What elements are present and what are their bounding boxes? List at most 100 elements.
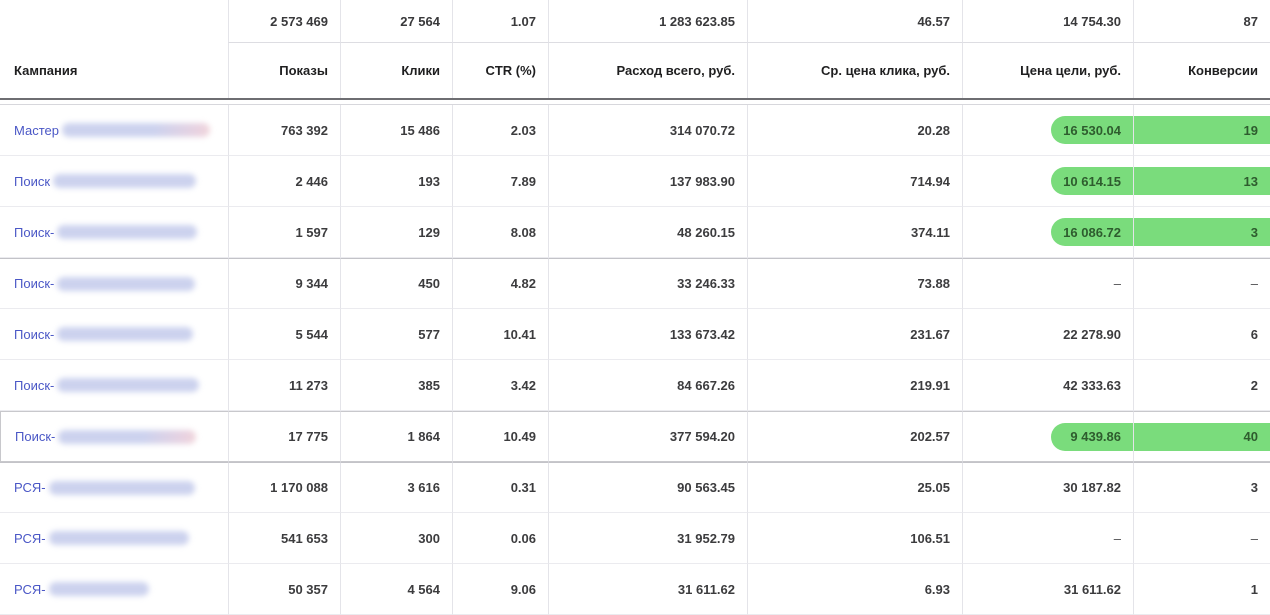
conversions-cell: 1	[1133, 564, 1270, 615]
impressions-cell: 1 170 088	[228, 462, 340, 513]
avg-cpc-cell: 25.05	[747, 462, 962, 513]
impressions-cell: 9 344	[228, 258, 340, 309]
redacted-campaign-name	[57, 225, 198, 239]
goal-cost-highlight: 9 439.86	[1051, 422, 1133, 451]
table-body: Мастер 763 392 15 486 2.03 314 070.72 20.28 16…	[0, 105, 1270, 615]
table-row: РСЯ- 1 170 088 3 616 0.31 90 563.45 25.05 30 1…	[0, 462, 1270, 513]
empty-value: –	[1113, 530, 1121, 546]
cost-cell: 31 952.79	[548, 513, 747, 564]
avg-cpc-cell: 219.91	[747, 360, 962, 411]
clicks-cell: 193	[340, 156, 452, 207]
campaign-cell: РСЯ-	[0, 564, 228, 615]
table-row: Поиск- 5 544 577 10.41 133 673.42 231.67 22 27…	[0, 309, 1270, 360]
cost-cell: 137 983.90	[548, 156, 747, 207]
goal-cost-cell: 31 611.62	[962, 564, 1133, 615]
table-row: Поиск- 9 344 450 4.82 33 246.33 73.88 – –	[0, 258, 1270, 309]
campaign-link[interactable]: Мастер	[14, 122, 59, 138]
conversions-cell: 3	[1133, 462, 1270, 513]
ctr-cell: 2.03	[452, 105, 548, 156]
goal-cost-highlight: 16 086.72	[1051, 218, 1133, 246]
conversions-cell: 13	[1133, 156, 1270, 207]
header-conversions[interactable]: Конверсии	[1133, 43, 1270, 98]
campaign-cell: Поиск-	[0, 207, 228, 258]
cost-cell: 84 667.26	[548, 360, 747, 411]
header-row: Кампания Показы Клики CTR (%) Расход все…	[0, 43, 1270, 98]
campaign-cell: Мастер	[0, 105, 228, 156]
avg-cpc-cell: 106.51	[747, 513, 962, 564]
header-avg-cpc[interactable]: Ср. цена клика, руб.	[747, 43, 962, 98]
redacted-campaign-name	[61, 123, 210, 137]
impressions-cell: 17 775	[228, 411, 340, 462]
campaign-cell: РСЯ-	[0, 462, 228, 513]
impressions-cell: 50 357	[228, 564, 340, 615]
conversions-cell: 40	[1133, 411, 1270, 462]
table-row: Поиск- 1 597 129 8.08 48 260.15 374.11 16 086.…	[0, 207, 1270, 258]
avg-cpc-cell: 73.88	[747, 258, 962, 309]
clicks-cell: 129	[340, 207, 452, 258]
clicks-cell: 385	[340, 360, 452, 411]
ctr-cell: 7.89	[452, 156, 548, 207]
redacted-campaign-name	[48, 582, 149, 596]
totals-row: 2 573 469 27 564 1.07 1 283 623.85 46.57…	[0, 0, 1270, 43]
campaign-cell: Поиск-	[0, 360, 228, 411]
goal-cost-cell: 22 278.90	[962, 309, 1133, 360]
impressions-cell: 1 597	[228, 207, 340, 258]
campaign-link[interactable]: Поиск-	[15, 429, 56, 444]
avg-cpc-cell: 20.28	[747, 105, 962, 156]
ctr-cell: 0.31	[452, 462, 548, 513]
totals-cost: 1 283 623.85	[548, 0, 747, 43]
table-row: Поиск- 17 775 1 864 10.49 377 594.20 202.57 9 …	[0, 411, 1270, 462]
avg-cpc-cell: 714.94	[747, 156, 962, 207]
header-ctr[interactable]: CTR (%)	[452, 43, 548, 98]
redacted-campaign-name	[57, 276, 196, 291]
goal-cost-cell: 10 614.15	[962, 156, 1133, 207]
campaign-link[interactable]: Поиск-	[14, 276, 55, 291]
header-separator	[0, 98, 1270, 105]
empty-value: –	[1250, 530, 1258, 546]
cost-cell: 31 611.62	[548, 564, 747, 615]
campaign-link[interactable]: Поиск-	[14, 377, 55, 393]
campaign-link[interactable]: РСЯ-	[14, 530, 46, 546]
avg-cpc-cell: 374.11	[747, 207, 962, 258]
redacted-campaign-name	[57, 327, 194, 341]
campaign-link[interactable]: РСЯ-	[14, 581, 46, 597]
header-clicks[interactable]: Клики	[340, 43, 452, 98]
redacted-campaign-name	[48, 531, 189, 545]
header-impressions[interactable]: Показы	[228, 43, 340, 98]
impressions-cell: 763 392	[228, 105, 340, 156]
cost-cell: 48 260.15	[548, 207, 747, 258]
campaign-link[interactable]: РСЯ-	[14, 480, 46, 495]
redacted-campaign-name	[57, 378, 200, 392]
conversions-highlight: 40	[1134, 422, 1270, 451]
goal-cost-highlight: 10 614.15	[1051, 167, 1133, 195]
conversions-highlight: 13	[1134, 167, 1270, 195]
campaign-link[interactable]: Поиск	[14, 173, 51, 189]
ctr-cell: 9.06	[452, 564, 548, 615]
goal-cost-cell: –	[962, 513, 1133, 564]
campaign-cell: Поиск-	[0, 411, 228, 462]
goal-cost-cell: 9 439.86	[962, 411, 1133, 462]
avg-cpc-cell: 231.67	[747, 309, 962, 360]
clicks-cell: 577	[340, 309, 452, 360]
empty-value: –	[1113, 276, 1121, 291]
campaign-cell: РСЯ-	[0, 513, 228, 564]
cost-cell: 133 673.42	[548, 309, 747, 360]
campaign-cell: Поиск	[0, 156, 228, 207]
ctr-cell: 10.41	[452, 309, 548, 360]
ctr-cell: 3.42	[452, 360, 548, 411]
impressions-cell: 11 273	[228, 360, 340, 411]
conversions-cell: 3	[1133, 207, 1270, 258]
header-cost[interactable]: Расход всего, руб.	[548, 43, 747, 98]
campaign-link[interactable]: Поиск-	[14, 224, 55, 240]
campaign-cell: Поиск-	[0, 258, 228, 309]
totals-avg-cpc: 46.57	[747, 0, 962, 43]
header-campaign[interactable]: Кампания	[14, 63, 78, 78]
campaign-link[interactable]: Поиск-	[14, 326, 55, 342]
goal-cost-cell: 30 187.82	[962, 462, 1133, 513]
goal-cost-cell: 16 530.04	[962, 105, 1133, 156]
header-goal-cost[interactable]: Цена цели, руб.	[962, 43, 1133, 98]
impressions-cell: 2 446	[228, 156, 340, 207]
ctr-cell: 4.82	[452, 258, 548, 309]
table-row: Поиск- 11 273 385 3.42 84 667.26 219.91 42 333…	[0, 360, 1270, 411]
